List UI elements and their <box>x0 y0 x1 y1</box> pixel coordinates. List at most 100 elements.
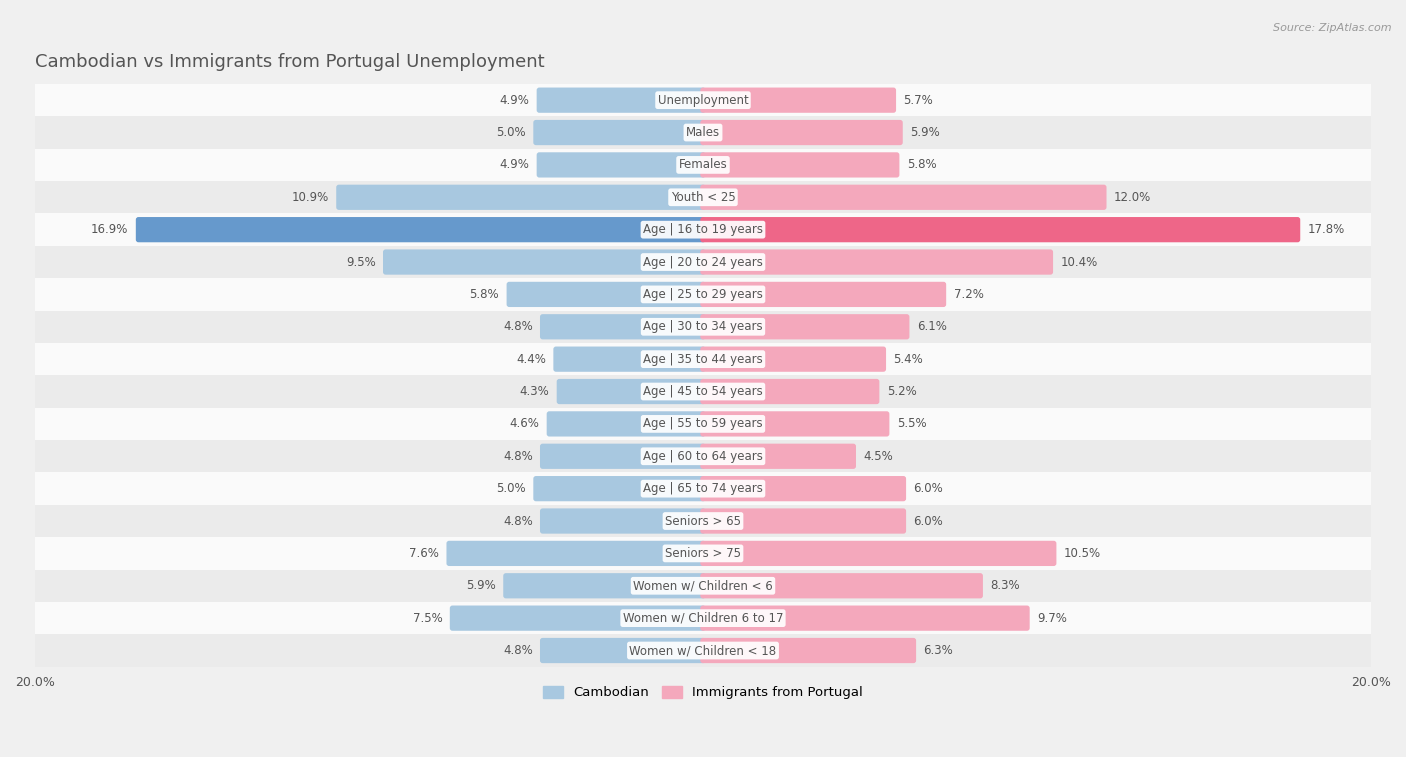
Text: 5.5%: 5.5% <box>897 417 927 431</box>
Text: 4.9%: 4.9% <box>499 94 529 107</box>
FancyBboxPatch shape <box>700 638 917 663</box>
FancyBboxPatch shape <box>540 444 706 469</box>
FancyBboxPatch shape <box>506 282 706 307</box>
Text: 10.9%: 10.9% <box>291 191 329 204</box>
Bar <box>35 440 1371 472</box>
Bar <box>35 602 1371 634</box>
Bar <box>35 634 1371 667</box>
Text: 5.0%: 5.0% <box>496 126 526 139</box>
FancyBboxPatch shape <box>700 573 983 598</box>
Text: 5.4%: 5.4% <box>893 353 924 366</box>
Text: Age | 35 to 44 years: Age | 35 to 44 years <box>643 353 763 366</box>
Text: Age | 16 to 19 years: Age | 16 to 19 years <box>643 223 763 236</box>
FancyBboxPatch shape <box>336 185 706 210</box>
Bar <box>35 472 1371 505</box>
Text: 17.8%: 17.8% <box>1308 223 1346 236</box>
FancyBboxPatch shape <box>547 411 706 437</box>
Text: 4.6%: 4.6% <box>509 417 540 431</box>
FancyBboxPatch shape <box>382 249 706 275</box>
Text: Women w/ Children 6 to 17: Women w/ Children 6 to 17 <box>623 612 783 625</box>
Text: Age | 30 to 34 years: Age | 30 to 34 years <box>643 320 763 333</box>
FancyBboxPatch shape <box>700 509 905 534</box>
Text: 6.3%: 6.3% <box>924 644 953 657</box>
FancyBboxPatch shape <box>540 314 706 339</box>
FancyBboxPatch shape <box>700 411 890 437</box>
FancyBboxPatch shape <box>447 540 706 566</box>
Text: Source: ZipAtlas.com: Source: ZipAtlas.com <box>1274 23 1392 33</box>
Text: 7.5%: 7.5% <box>413 612 443 625</box>
Text: Youth < 25: Youth < 25 <box>671 191 735 204</box>
FancyBboxPatch shape <box>136 217 706 242</box>
Text: 9.5%: 9.5% <box>346 256 375 269</box>
Text: 9.7%: 9.7% <box>1038 612 1067 625</box>
Text: Age | 45 to 54 years: Age | 45 to 54 years <box>643 385 763 398</box>
Text: 4.8%: 4.8% <box>503 644 533 657</box>
Text: 4.3%: 4.3% <box>520 385 550 398</box>
Bar <box>35 505 1371 537</box>
FancyBboxPatch shape <box>533 476 706 501</box>
Text: 12.0%: 12.0% <box>1114 191 1152 204</box>
FancyBboxPatch shape <box>700 185 1107 210</box>
Text: Age | 55 to 59 years: Age | 55 to 59 years <box>643 417 763 431</box>
Text: Females: Females <box>679 158 727 171</box>
Bar <box>35 279 1371 310</box>
Text: 5.9%: 5.9% <box>910 126 939 139</box>
FancyBboxPatch shape <box>700 444 856 469</box>
Text: 5.8%: 5.8% <box>470 288 499 301</box>
FancyBboxPatch shape <box>700 540 1056 566</box>
Text: Seniors > 65: Seniors > 65 <box>665 515 741 528</box>
FancyBboxPatch shape <box>537 152 706 178</box>
Text: 4.8%: 4.8% <box>503 515 533 528</box>
Text: Age | 20 to 24 years: Age | 20 to 24 years <box>643 256 763 269</box>
Text: 10.4%: 10.4% <box>1060 256 1098 269</box>
Text: 4.4%: 4.4% <box>516 353 546 366</box>
Bar <box>35 375 1371 408</box>
FancyBboxPatch shape <box>540 509 706 534</box>
Text: 4.8%: 4.8% <box>503 450 533 463</box>
FancyBboxPatch shape <box>533 120 706 145</box>
FancyBboxPatch shape <box>540 638 706 663</box>
Bar <box>35 343 1371 375</box>
Bar <box>35 310 1371 343</box>
Text: Age | 65 to 74 years: Age | 65 to 74 years <box>643 482 763 495</box>
FancyBboxPatch shape <box>700 282 946 307</box>
Text: Women w/ Children < 18: Women w/ Children < 18 <box>630 644 776 657</box>
Text: Age | 60 to 64 years: Age | 60 to 64 years <box>643 450 763 463</box>
Bar <box>35 181 1371 213</box>
Bar <box>35 408 1371 440</box>
Text: 5.7%: 5.7% <box>904 94 934 107</box>
FancyBboxPatch shape <box>700 606 1029 631</box>
FancyBboxPatch shape <box>450 606 706 631</box>
Text: 8.3%: 8.3% <box>990 579 1019 592</box>
Bar <box>35 537 1371 569</box>
FancyBboxPatch shape <box>537 88 706 113</box>
Bar <box>35 213 1371 246</box>
Text: 4.8%: 4.8% <box>503 320 533 333</box>
Text: 6.1%: 6.1% <box>917 320 946 333</box>
Text: Seniors > 75: Seniors > 75 <box>665 547 741 560</box>
Bar <box>35 148 1371 181</box>
FancyBboxPatch shape <box>554 347 706 372</box>
Text: 16.9%: 16.9% <box>91 223 128 236</box>
FancyBboxPatch shape <box>503 573 706 598</box>
FancyBboxPatch shape <box>700 476 905 501</box>
Text: 4.9%: 4.9% <box>499 158 529 171</box>
FancyBboxPatch shape <box>700 314 910 339</box>
Bar <box>35 84 1371 117</box>
FancyBboxPatch shape <box>700 88 896 113</box>
Legend: Cambodian, Immigrants from Portugal: Cambodian, Immigrants from Portugal <box>537 681 869 705</box>
Text: 10.5%: 10.5% <box>1064 547 1101 560</box>
FancyBboxPatch shape <box>557 379 706 404</box>
Text: 5.0%: 5.0% <box>496 482 526 495</box>
Text: 4.5%: 4.5% <box>863 450 893 463</box>
Text: 7.6%: 7.6% <box>409 547 439 560</box>
Text: 6.0%: 6.0% <box>914 515 943 528</box>
Text: 6.0%: 6.0% <box>914 482 943 495</box>
FancyBboxPatch shape <box>700 379 879 404</box>
Bar <box>35 246 1371 279</box>
FancyBboxPatch shape <box>700 347 886 372</box>
Bar <box>35 117 1371 148</box>
Text: Women w/ Children < 6: Women w/ Children < 6 <box>633 579 773 592</box>
Text: Cambodian vs Immigrants from Portugal Unemployment: Cambodian vs Immigrants from Portugal Un… <box>35 53 544 71</box>
FancyBboxPatch shape <box>700 152 900 178</box>
